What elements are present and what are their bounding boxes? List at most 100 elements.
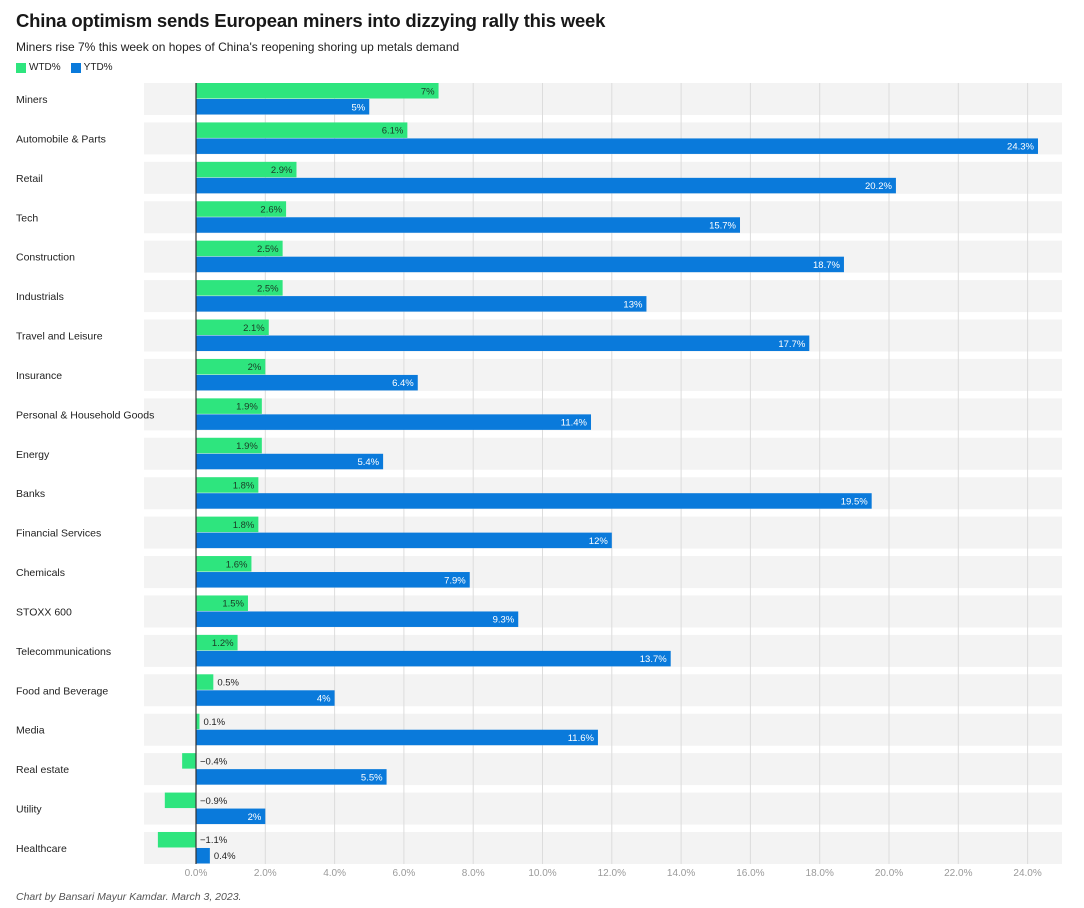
wtd-bar: [196, 595, 248, 611]
wtd-value-label: −0.9%: [200, 796, 228, 807]
ytd-bar: [196, 177, 896, 194]
ytd-bar: [196, 808, 266, 825]
ytd-value-label: 9.3%: [493, 615, 515, 626]
ytd-bar: [196, 572, 470, 588]
wtd-bar: [196, 634, 238, 651]
category-label: Chemicals: [16, 567, 65, 579]
ytd-bar: [196, 335, 810, 352]
wtd-value-label: 1.8%: [233, 520, 255, 531]
category-label: Food and Beverage: [16, 685, 108, 697]
category-label: Insurance: [16, 370, 62, 382]
x-tick-label: 24.0%: [1013, 868, 1041, 879]
ytd-bar: [196, 256, 844, 273]
wtd-bar: [196, 713, 200, 730]
wtd-value-label: 1.8%: [233, 480, 255, 491]
wtd-bar: [196, 161, 297, 178]
legend-swatch-ytd: [70, 62, 81, 73]
category-label: Real estate: [16, 764, 69, 776]
ytd-value-label: 6.4%: [392, 378, 414, 389]
wtd-bar: [196, 358, 266, 375]
ytd-bar: [196, 296, 647, 312]
ytd-bar: [196, 729, 598, 746]
wtd-bar: [196, 240, 283, 257]
category-label: Energy: [16, 449, 50, 461]
ytd-bar: [196, 847, 210, 864]
legend-swatch-wtd: [16, 62, 26, 73]
x-tick-label: 4.0%: [323, 868, 346, 879]
wtd-bar: [164, 792, 196, 809]
ytd-bar: [196, 690, 335, 706]
ytd-value-label: 5.5%: [361, 772, 383, 783]
category-label: Banks: [16, 488, 45, 500]
x-tick-label: 0.0%: [185, 868, 208, 879]
ytd-value-label: 15.7%: [709, 221, 736, 232]
wtd-value-label: 0.1%: [203, 717, 225, 728]
wtd-value-label: 2.5%: [257, 244, 279, 255]
category-label: Utility: [16, 804, 42, 816]
legend-item-ytd: YTD%: [70, 62, 113, 73]
wtd-value-label: 2.6%: [260, 205, 282, 216]
category-label: Media: [16, 725, 45, 737]
ytd-value-label: 11.6%: [568, 733, 595, 744]
ytd-bar: [196, 217, 741, 233]
wtd-bar: [182, 753, 196, 769]
x-tick-label: 20.0%: [875, 868, 903, 879]
ytd-value-label: 24.3%: [1007, 142, 1034, 153]
ytd-value-label: 20.2%: [865, 181, 892, 192]
chart-title: China optimism sends European miners int…: [16, 10, 606, 31]
ytd-value-label: 5.4%: [357, 457, 379, 468]
wtd-value-label: −0.4%: [200, 756, 228, 767]
category-label: STOXX 600: [16, 606, 72, 618]
wtd-value-label: 1.9%: [236, 402, 258, 413]
wtd-bar: [196, 516, 259, 533]
legend-item-wtd: WTD%: [16, 62, 61, 73]
wtd-value-label: 0.5%: [217, 678, 239, 689]
wtd-value-label: 2.9%: [271, 165, 293, 176]
legend-label-wtd: WTD%: [29, 62, 61, 73]
category-label: Telecommunications: [16, 646, 111, 658]
wtd-value-label: 7%: [421, 86, 435, 97]
wtd-value-label: 1.6%: [226, 559, 248, 570]
x-tick-label: 16.0%: [736, 868, 764, 879]
wtd-bar: [196, 398, 262, 414]
category-label: Personal & Household Goods: [16, 409, 154, 421]
wtd-bar: [196, 280, 283, 296]
ytd-value-label: 4%: [317, 694, 331, 705]
wtd-value-label: 2.5%: [257, 283, 279, 294]
ytd-bar: [196, 769, 387, 785]
x-tick-label: 6.0%: [393, 868, 416, 879]
ytd-value-label: 5%: [352, 102, 366, 113]
ytd-bar: [196, 611, 519, 627]
wtd-value-label: 1.5%: [222, 599, 244, 610]
x-tick-label: 2.0%: [254, 868, 277, 879]
x-tick-label: 22.0%: [944, 868, 972, 879]
row-background: [144, 831, 1062, 864]
ytd-value-label: 11.4%: [561, 418, 588, 429]
ytd-bar: [196, 650, 671, 667]
ytd-value-label: 7.9%: [444, 575, 466, 586]
legend-label-ytd: YTD%: [83, 62, 113, 73]
category-label: Healthcare: [16, 843, 67, 855]
wtd-bar: [196, 674, 214, 690]
legend: WTD% YTD%: [16, 62, 113, 73]
category-label: Construction: [16, 252, 75, 264]
x-tick-label: 14.0%: [667, 868, 695, 879]
ytd-value-label: 13%: [623, 299, 643, 310]
ytd-value-label: 12%: [589, 536, 609, 547]
wtd-value-label: 6.1%: [382, 126, 404, 137]
chart-credit: Chart by Bansari Mayur Kamdar. March 3, …: [16, 891, 242, 903]
ytd-bar: [196, 99, 370, 115]
wtd-bar: [157, 831, 196, 848]
ytd-value-label: 2%: [248, 812, 262, 823]
ytd-bar: [196, 374, 418, 391]
bar-chart: Miners Automobile & Parts Retail Tech Constr…: [16, 83, 1062, 879]
x-tick-label: 18.0%: [806, 868, 834, 879]
wtd-bar: [196, 319, 269, 336]
wtd-bar: [196, 477, 259, 493]
x-tick-label: 10.0%: [528, 868, 556, 879]
wtd-value-label: 2%: [248, 362, 262, 373]
ytd-value-label: 17.7%: [778, 339, 805, 350]
category-label: Financial Services: [16, 528, 101, 540]
ytd-bar: [196, 493, 872, 509]
wtd-value-label: −1.1%: [200, 835, 228, 846]
